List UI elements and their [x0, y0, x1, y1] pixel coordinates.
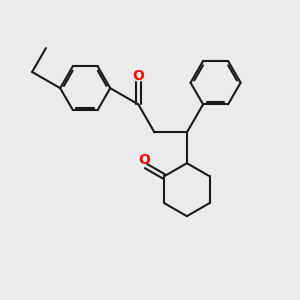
Text: O: O — [139, 153, 151, 166]
Text: O: O — [132, 69, 144, 83]
